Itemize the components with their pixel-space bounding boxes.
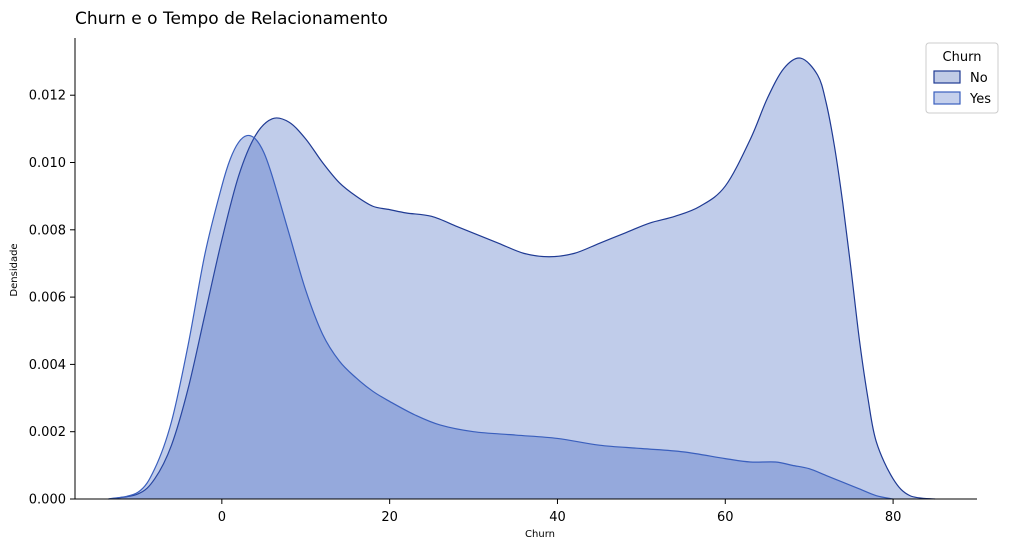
x-tick-label: 40 bbox=[549, 510, 566, 525]
y-tick-label: 0.000 bbox=[29, 493, 66, 508]
density-line-no bbox=[108, 57, 936, 500]
legend-swatch-yes bbox=[933, 91, 961, 105]
density-areas bbox=[108, 57, 936, 500]
y-axis-label: Densidade bbox=[9, 243, 20, 296]
y-tick-label: 0.010 bbox=[29, 156, 66, 171]
y-tick-label: 0.002 bbox=[29, 425, 66, 440]
y-tick-label: 0.012 bbox=[29, 89, 66, 104]
y-tick-label: 0.004 bbox=[29, 358, 66, 373]
legend-label-no: No bbox=[970, 71, 988, 86]
axes: 0 20 40 60 80 0.000 0.002 0.004 0.006 0.008 0.010 0… bbox=[29, 38, 977, 525]
x-tick-label: 20 bbox=[381, 510, 398, 525]
legend-label-yes: Yes bbox=[969, 92, 991, 107]
y-tick-label: 0.008 bbox=[29, 223, 66, 238]
density-fill-yes bbox=[108, 135, 894, 499]
x-tick-label: 60 bbox=[717, 510, 734, 525]
legend-title: Churn bbox=[943, 50, 982, 65]
density-fill-no bbox=[108, 58, 936, 499]
x-tick-label: 0 bbox=[218, 510, 226, 525]
legend-swatch-no bbox=[933, 70, 961, 84]
x-tick-label: 80 bbox=[885, 510, 902, 525]
x-axis-label: Churn bbox=[525, 529, 555, 540]
density-line-yes bbox=[108, 134, 894, 500]
legend: Churn No Yes bbox=[925, 42, 999, 114]
y-tick-label: 0.006 bbox=[29, 291, 66, 306]
chart-title: Churn e o Tempo de Relacionamento bbox=[75, 9, 388, 29]
